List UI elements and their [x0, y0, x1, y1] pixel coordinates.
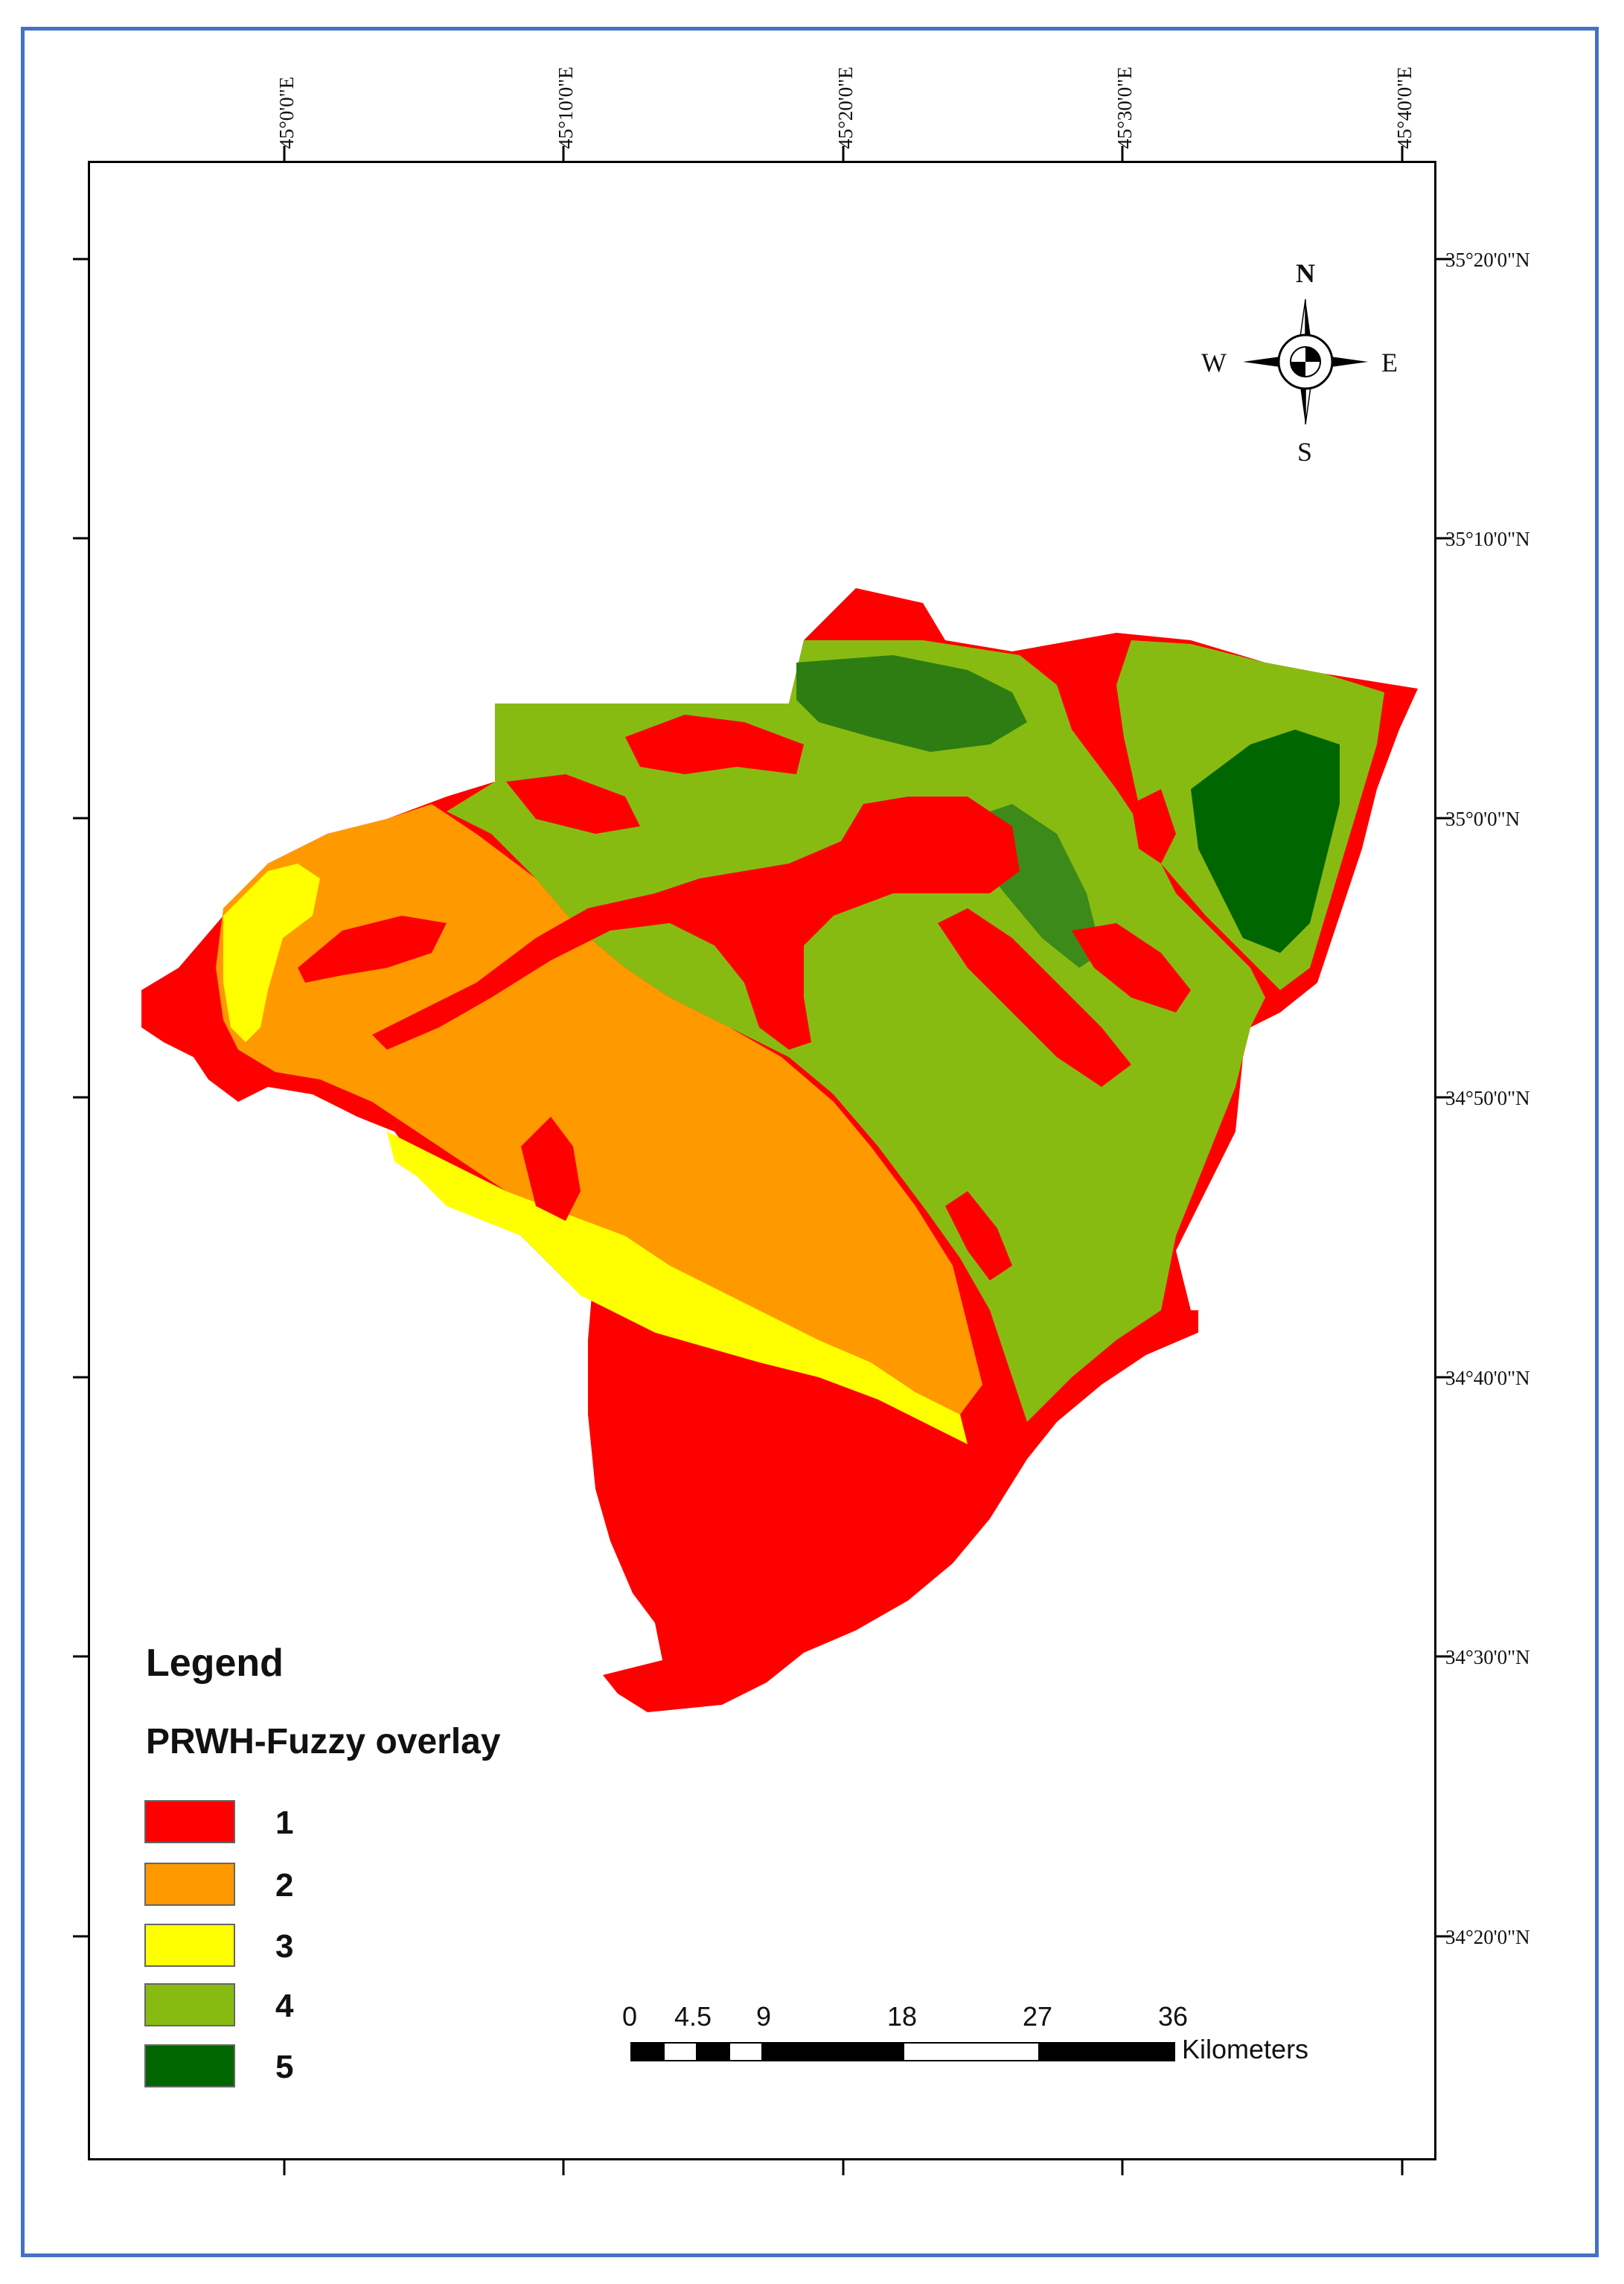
compass-north-label: N — [1296, 258, 1315, 288]
legend-item: 5 — [144, 2044, 368, 2092]
class-1-channel — [1131, 789, 1176, 864]
class-1-channel — [625, 715, 804, 774]
latitude-label: 35°10'0"N — [1445, 528, 1530, 550]
legend-swatch — [144, 1863, 235, 1906]
legend-item: 1 — [144, 1800, 368, 1848]
class-1-channel — [372, 797, 1020, 1050]
legend-subtitle: PRWH-Fuzzy overlay — [146, 1722, 501, 1761]
class-1-channel — [1072, 923, 1191, 1012]
legend-label: 1 — [275, 1805, 294, 1841]
figure-outer-frame — [21, 27, 1599, 2257]
graticule-ticks — [73, 146, 1451, 2175]
scale-tick-label: 4.5 — [674, 2001, 712, 2032]
suitability-map — [141, 588, 1418, 1712]
legend-swatch — [144, 1800, 235, 1843]
class-3-region — [387, 1132, 968, 1444]
class-1-channel — [945, 1191, 1012, 1280]
latitude-label: 35°0'0"N — [1445, 808, 1521, 830]
scale-tick-label: 9 — [756, 2001, 772, 2032]
legend-label: 2 — [275, 1867, 294, 1904]
scale-tick-label: 36 — [1158, 2001, 1189, 2032]
scale-tick-label: 18 — [887, 2001, 918, 2032]
latitude-label: 34°40'0"N — [1445, 1367, 1530, 1389]
compass-west-label: W — [1201, 348, 1227, 377]
scale-tick-label: 27 — [1023, 2001, 1053, 2032]
legend-item: 4 — [144, 1983, 368, 2031]
scale-unit-label: Kilometers — [1182, 2034, 1309, 2064]
legend-item: 3 — [144, 1924, 368, 1971]
legend-label: 5 — [275, 2049, 294, 2085]
latitude-label: 34°50'0"N — [1445, 1087, 1530, 1109]
legend-swatch — [144, 1983, 235, 2026]
legend-swatch — [144, 2044, 235, 2087]
latitude-label: 35°20'0"N — [1445, 249, 1530, 271]
class-1-channel — [298, 916, 447, 983]
legend-title: Legend — [146, 1642, 284, 1685]
legend-label: 4 — [275, 1988, 294, 2024]
legend-swatch — [144, 1924, 235, 1967]
class-4-region — [447, 640, 1265, 1422]
legend-label: 3 — [275, 1928, 294, 1965]
latitude-label: 34°20'0"N — [1445, 1926, 1530, 1948]
scale-bar — [630, 2042, 1175, 2061]
compass-east-label: E — [1381, 348, 1398, 377]
class-1-channel — [506, 774, 640, 834]
legend-item: 2 — [144, 1863, 368, 1910]
scale-tick-label: 0 — [622, 2001, 638, 2032]
class-5-region — [1191, 730, 1340, 953]
latitude-label: 34°30'0"N — [1445, 1646, 1530, 1668]
class-3-region — [223, 864, 320, 1042]
north-arrow — [1243, 299, 1368, 425]
class-1-channel — [938, 908, 1131, 1087]
compass-south-label: S — [1297, 437, 1313, 467]
class-5-region — [796, 655, 1027, 752]
class-1-channel — [521, 1117, 581, 1221]
